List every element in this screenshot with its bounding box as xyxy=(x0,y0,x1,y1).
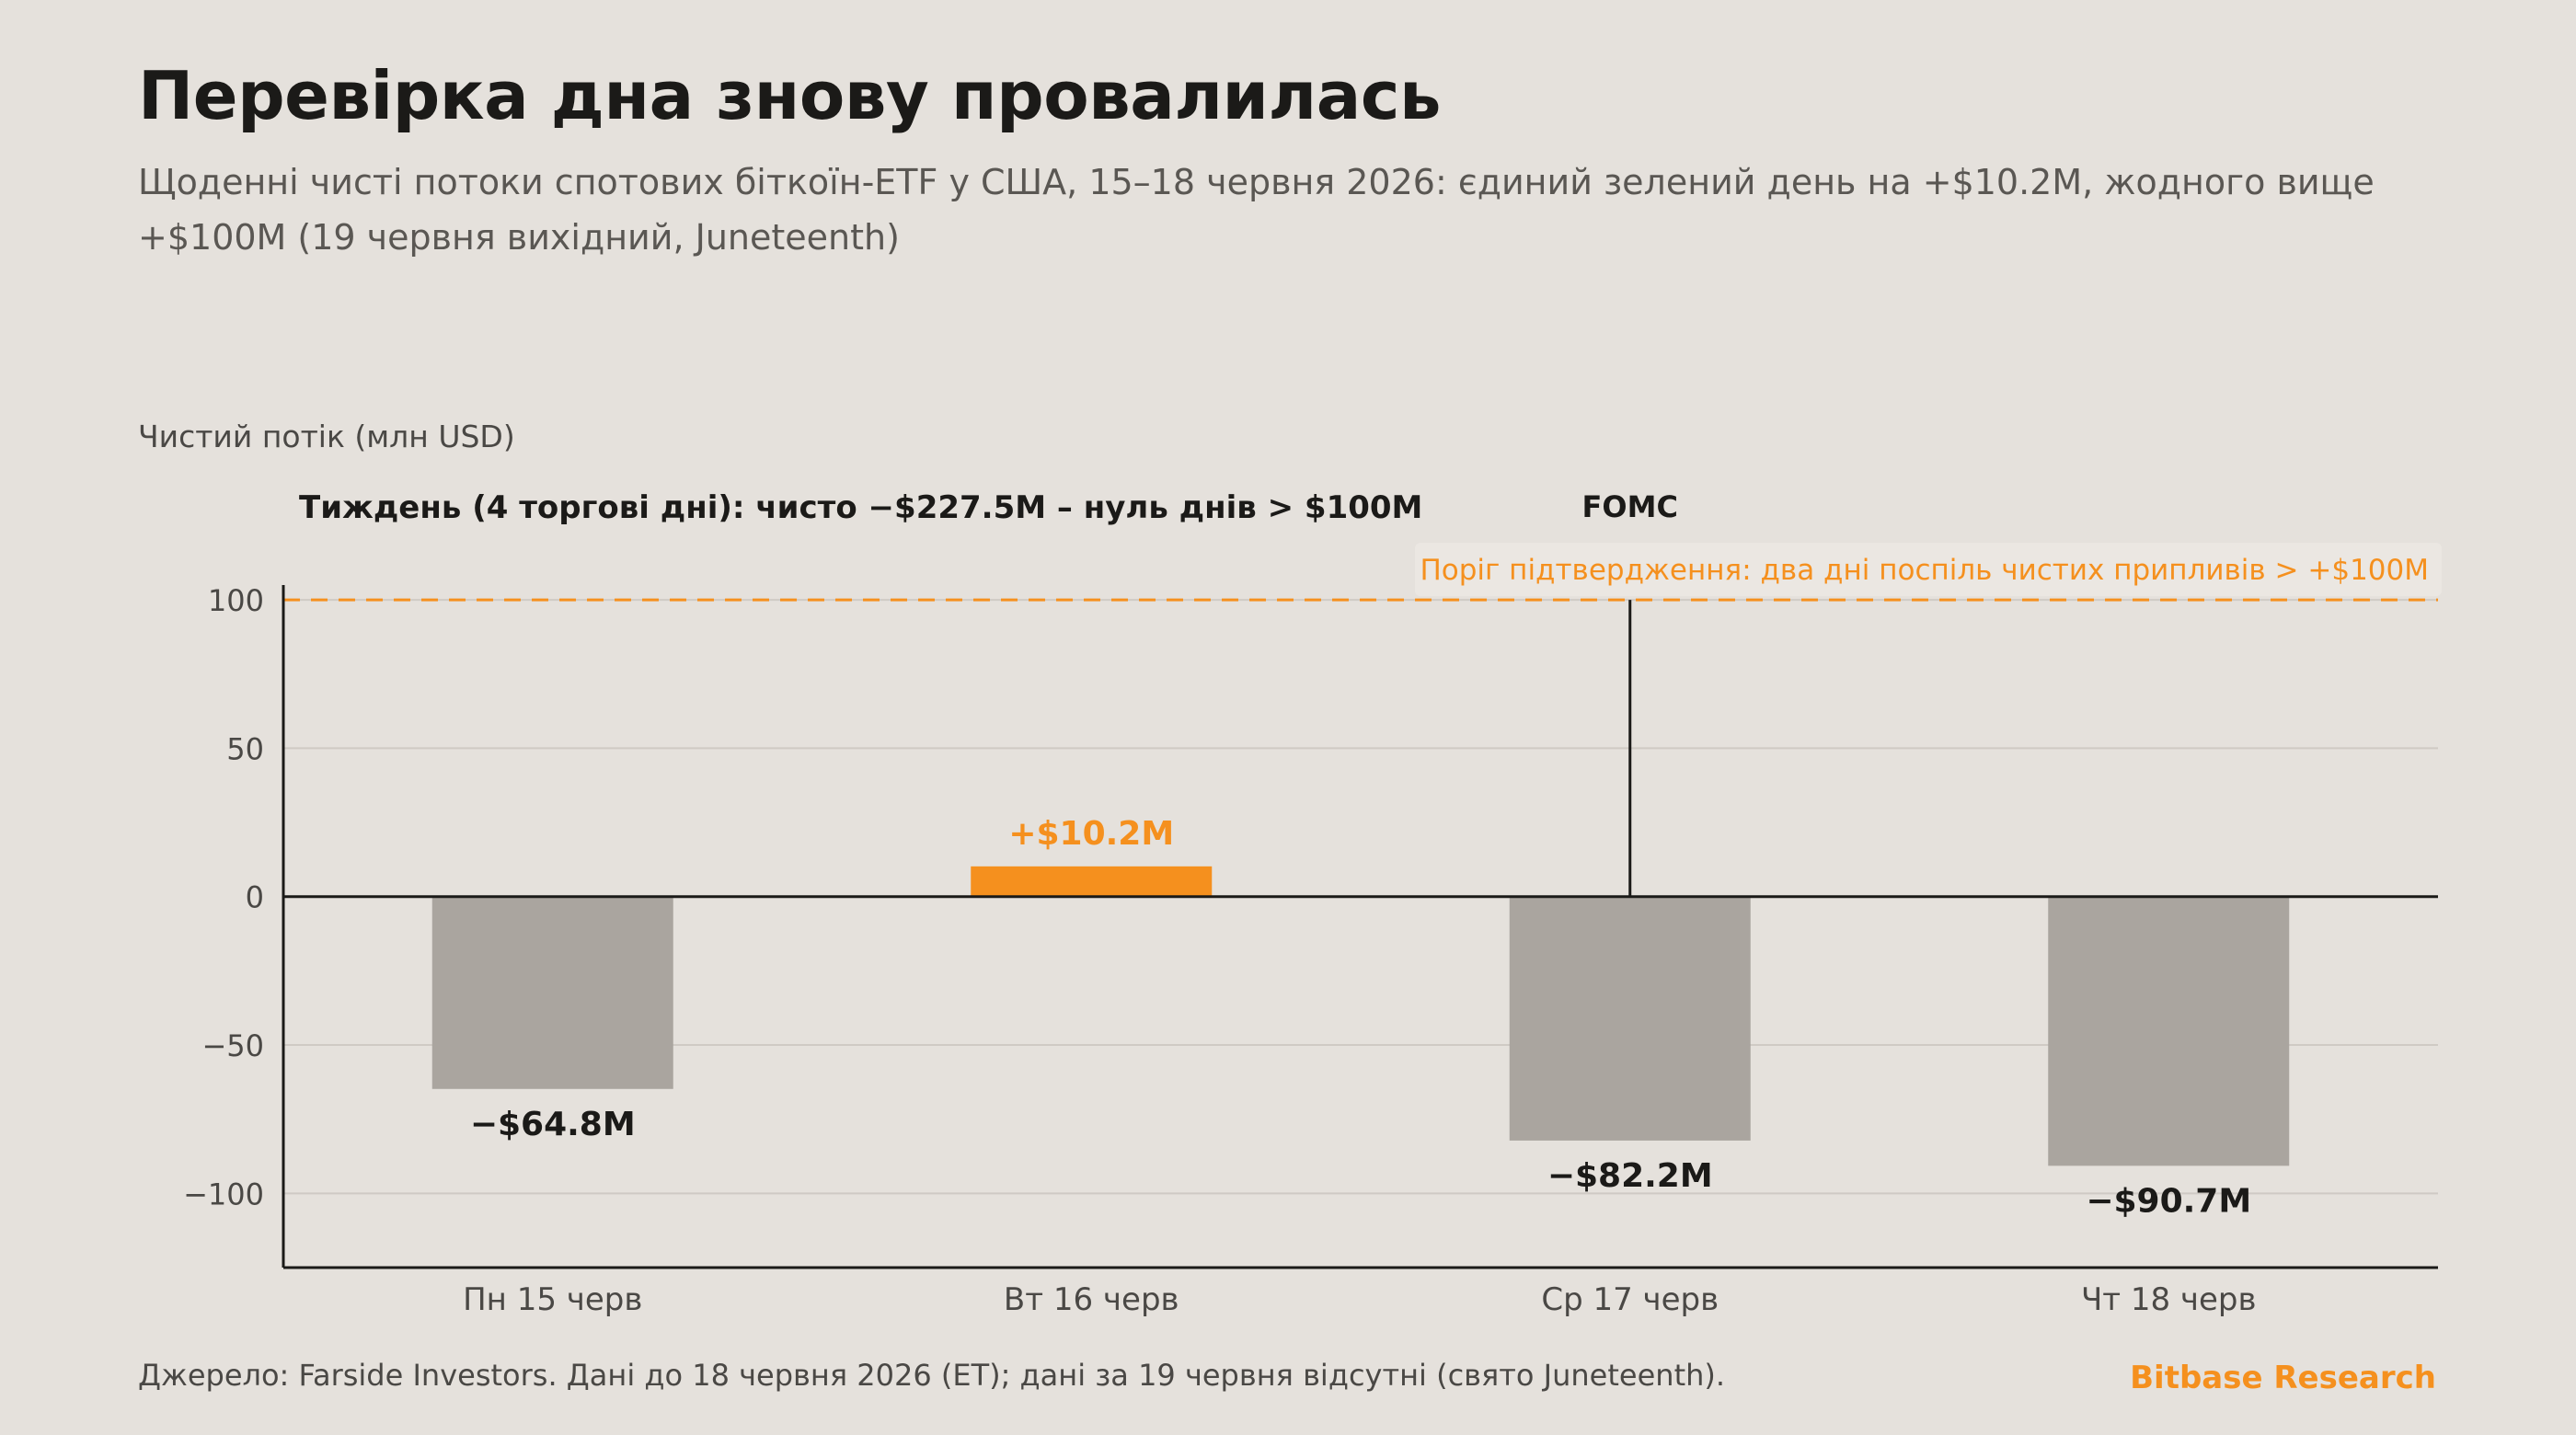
data-label-1: −$64.8M xyxy=(470,1106,636,1143)
y-axis-label: Чистий потік (млн USD) xyxy=(138,419,515,454)
bar-1 xyxy=(431,896,673,1089)
x-tick-label: Ср 17 черв xyxy=(1541,1281,1719,1318)
threshold-label-box xyxy=(1415,543,2442,597)
data-label-4: −$90.7M xyxy=(2086,1182,2251,1220)
x-tick-label: Чт 18 черв xyxy=(2081,1281,2257,1318)
y-tick-label: 50 xyxy=(226,731,264,766)
x-tick-label: Пн 15 черв xyxy=(463,1281,642,1318)
y-tick-label: −50 xyxy=(201,1028,264,1063)
data-label-2: +$10.2M xyxy=(1008,815,1174,853)
y-tick-label: −100 xyxy=(183,1177,264,1211)
x-tick-label: Вт 16 черв xyxy=(1004,1281,1179,1318)
y-tick-label: 100 xyxy=(208,583,264,618)
source-note: Джерело: Farside Investors. Дані до 18 ч… xyxy=(138,1358,1726,1393)
bar-4 xyxy=(2048,896,2290,1166)
threshold-label: Поріг підтвердження: два дні поспіль чис… xyxy=(1420,554,2429,587)
fomc-marker-label: FOMC xyxy=(1582,489,1678,524)
chart-title: Перевірка дна знову провалилась xyxy=(138,57,1442,134)
y-tick-label: 0 xyxy=(246,880,264,915)
bar-2 xyxy=(971,866,1213,897)
bar-3 xyxy=(1509,896,1751,1141)
chart-subtitle: Щоденні чисті потоки спотових біткоїн-ET… xyxy=(138,162,2375,258)
week-summary-annotation: Тиждень (4 торгові дні): чисто −$227.5M … xyxy=(299,489,1422,526)
data-label-3: −$82.2M xyxy=(1547,1157,1713,1195)
brand-logo-text: Bitbase Research xyxy=(2130,1360,2436,1396)
